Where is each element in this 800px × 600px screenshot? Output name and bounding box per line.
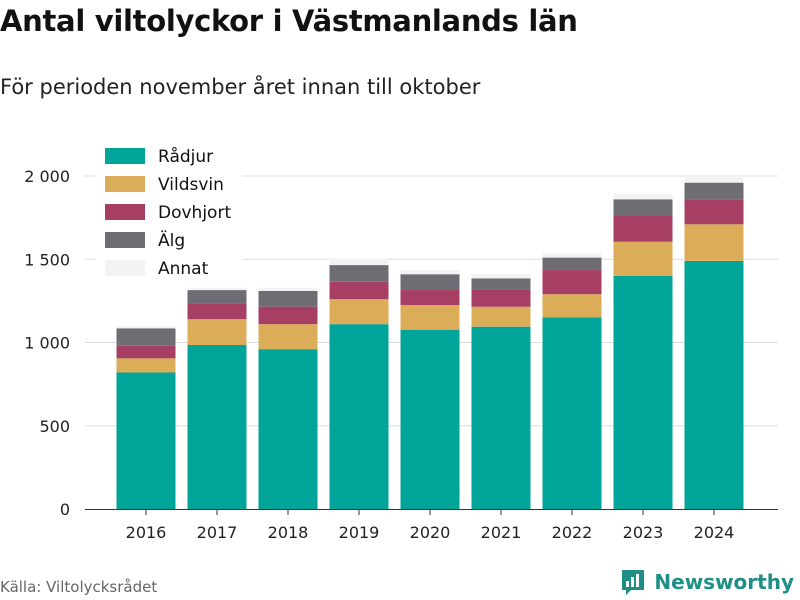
legend-swatch xyxy=(105,232,145,248)
bar-segment xyxy=(329,299,389,325)
y-axis-ticks: 0 500 1 000 1 500 2 000 xyxy=(24,167,70,519)
x-tick-label: 2017 xyxy=(197,523,238,542)
bar-segment xyxy=(613,215,673,242)
x-axis-ticks: 2016 2017 2018 2019 2020 2021 2022 2023 2024 xyxy=(126,523,735,542)
bar-segment xyxy=(400,270,460,275)
bar-segment xyxy=(542,257,602,271)
bar-segment xyxy=(258,306,318,325)
x-tick-label: 2020 xyxy=(410,523,451,542)
bar-segment xyxy=(684,224,744,261)
bar-segment xyxy=(471,306,531,327)
bar-stack-2023 xyxy=(613,193,673,509)
bar-segment xyxy=(471,326,531,509)
bar-segment xyxy=(400,290,460,306)
x-tick-label: 2021 xyxy=(481,523,522,542)
bar-segment xyxy=(613,241,673,276)
bar-segment xyxy=(116,325,176,329)
legend-swatch xyxy=(105,148,145,164)
x-tick-label: 2022 xyxy=(552,523,593,542)
bar-segment xyxy=(400,305,460,331)
bar-segment xyxy=(684,199,744,225)
bar-stack-2022 xyxy=(542,253,602,509)
legend-swatch xyxy=(105,204,145,220)
x-tick-label: 2024 xyxy=(694,523,735,542)
bar-stack-2017 xyxy=(187,287,247,509)
bar-segment xyxy=(116,345,176,359)
y-tick-label: 500 xyxy=(39,417,70,436)
legend-label: Annat xyxy=(158,259,209,279)
bar-segment xyxy=(613,199,673,216)
legend-swatch xyxy=(105,176,145,192)
legend: Rådjur Vildsvin Dovhjort Älg Annat xyxy=(96,142,242,284)
bar-segment xyxy=(684,182,744,200)
y-tick-label: 1 000 xyxy=(24,334,70,353)
y-tick-label: 2 000 xyxy=(24,167,70,186)
bar-segment xyxy=(258,290,318,307)
bar-segment xyxy=(258,324,318,350)
bar-segment xyxy=(400,274,460,291)
bar-segment xyxy=(329,258,389,266)
bar-segment xyxy=(542,270,602,295)
x-tick-label: 2018 xyxy=(268,523,309,542)
bar-stack-2021 xyxy=(471,274,531,509)
bar-segment xyxy=(329,281,389,300)
bar-segment xyxy=(471,274,531,279)
bar-segment xyxy=(613,193,673,200)
bar-segment xyxy=(116,372,176,509)
chart-title: Antal viltolyckor i Västmanlands län xyxy=(0,4,578,38)
x-tick-label: 2016 xyxy=(126,523,167,542)
legend-label: Dovhjort xyxy=(158,203,231,223)
bar-segment xyxy=(187,290,247,304)
bar-stack-2018 xyxy=(258,287,318,509)
chart-subtitle: För perioden november året innan till ok… xyxy=(0,75,481,99)
bar-chart-logo-icon xyxy=(622,570,645,595)
bar-segment xyxy=(187,344,247,509)
x-tick-label: 2019 xyxy=(339,523,380,542)
x-axis xyxy=(85,509,778,515)
brand-logo[interactable]: Newsworthy xyxy=(620,568,794,596)
bar-segment xyxy=(684,260,744,509)
bar-segment xyxy=(471,278,531,290)
bar-segment xyxy=(116,328,176,346)
bar-stack-2016 xyxy=(116,325,176,509)
bar-stack-2024 xyxy=(684,176,744,509)
legend-label: Älg xyxy=(158,230,185,251)
bar-segment xyxy=(400,330,460,509)
legend-label: Vildsvin xyxy=(158,175,224,195)
bar-stack-2019 xyxy=(329,258,389,509)
bar-segment xyxy=(542,253,602,258)
bar-segment xyxy=(258,349,318,509)
brand-name: Newsworthy xyxy=(654,570,794,594)
x-tick-label: 2023 xyxy=(623,523,664,542)
bar-segment xyxy=(187,319,247,345)
source-note: Källa: Viltolycksrådet xyxy=(0,578,158,596)
legend-label: Rådjur xyxy=(158,146,213,167)
bar-segment xyxy=(684,176,744,183)
y-tick-label: 0 xyxy=(60,500,70,519)
bar-segment xyxy=(258,287,318,291)
bar-segment xyxy=(613,275,673,509)
bar-segment xyxy=(542,294,602,318)
bar-segment xyxy=(116,358,176,373)
bar-segment xyxy=(329,265,389,282)
bar-segment xyxy=(329,324,389,509)
legend-swatch xyxy=(105,260,145,276)
bar-segment xyxy=(187,303,247,320)
bar-segment xyxy=(471,289,531,307)
bar-segment xyxy=(187,287,247,291)
y-tick-label: 1 500 xyxy=(24,250,70,269)
bar-segment xyxy=(542,317,602,509)
bars xyxy=(116,176,744,509)
bar-stack-2020 xyxy=(400,270,460,509)
